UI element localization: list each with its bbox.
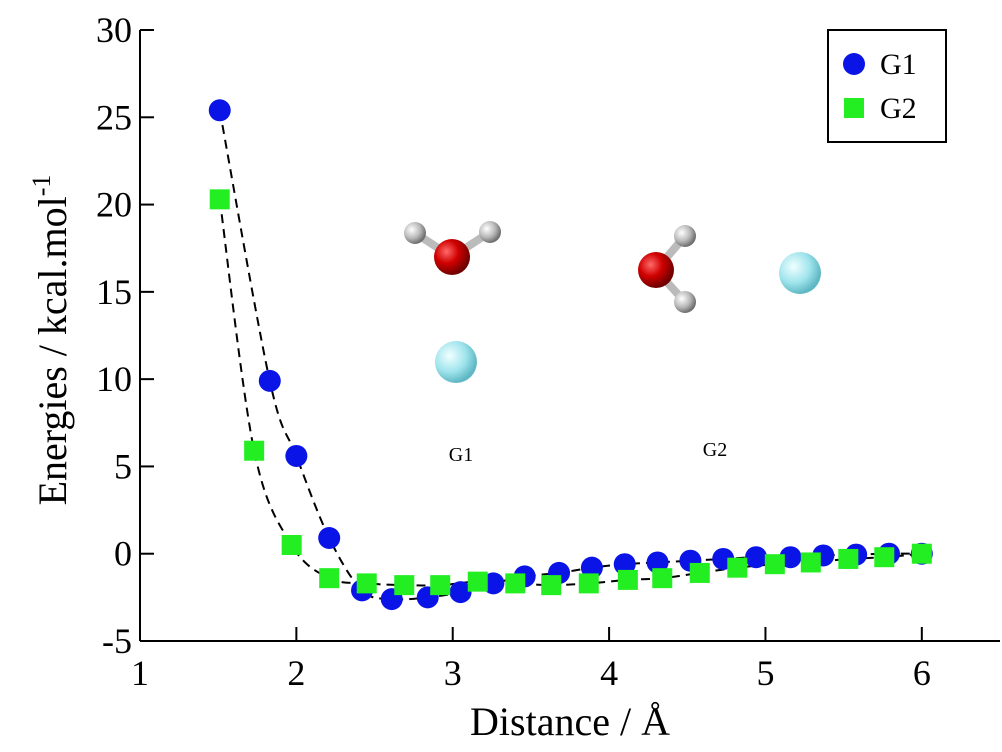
- x-tick-label: 6: [913, 653, 931, 693]
- legend-label: G1: [880, 48, 917, 81]
- data-point: [745, 546, 767, 568]
- data-point: [318, 527, 340, 549]
- annotation: G1: [449, 444, 473, 466]
- x-tick-label: 3: [444, 653, 462, 693]
- data-point: [319, 568, 339, 588]
- legend-box: [828, 30, 946, 142]
- data-point: [618, 570, 638, 590]
- data-point: [912, 544, 932, 564]
- data-point: [690, 563, 710, 583]
- data-point: [468, 572, 488, 592]
- chart: G1 G2 Distance / Å Energies / kcal.mol-1…: [0, 0, 1002, 747]
- data-point: [801, 552, 821, 572]
- legend-label: G2: [880, 92, 917, 125]
- x-tick-label: 5: [756, 653, 774, 693]
- x-tick-label: 4: [600, 653, 618, 693]
- data-point: [394, 575, 414, 595]
- y-tick-label: 0: [114, 534, 132, 574]
- data-point: [505, 573, 525, 593]
- molecule-g1: [404, 221, 501, 383]
- data-point: [259, 370, 281, 392]
- data-point: [285, 445, 307, 467]
- x-axis-title: Distance / Å: [470, 699, 670, 744]
- legend-marker: [843, 53, 865, 75]
- data-point: [727, 558, 747, 578]
- y-tick-label: 15: [96, 272, 132, 312]
- y-tick-label: 5: [114, 446, 132, 486]
- y-axis-title-text: Energies / kcal.mol: [30, 196, 75, 505]
- y-axis-title: Energies / kcal.mol-1: [27, 175, 75, 506]
- data-point: [652, 568, 672, 588]
- molecule-g2: [638, 225, 821, 313]
- y-tick-label: 25: [96, 97, 132, 137]
- data-point: [838, 549, 858, 569]
- y-tick-label: 20: [96, 185, 132, 225]
- x-tick-label: 1: [131, 653, 149, 693]
- x-tick-label: 2: [287, 653, 305, 693]
- data-point: [579, 573, 599, 593]
- data-point: [357, 573, 377, 593]
- data-point: [430, 575, 450, 595]
- annotation: G2: [703, 439, 727, 461]
- fit-line: [220, 199, 922, 585]
- data-point: [874, 547, 894, 567]
- data-point: [282, 535, 302, 555]
- fit-line: [220, 110, 922, 599]
- data-point: [210, 189, 230, 209]
- legend-marker: [844, 98, 864, 118]
- y-axis-title-superscript: -1: [27, 175, 56, 197]
- data-point: [541, 575, 561, 595]
- data-point: [765, 554, 785, 574]
- data-point: [209, 99, 231, 121]
- y-tick-label: -5: [102, 621, 132, 661]
- y-tick-label: 30: [96, 10, 132, 50]
- data-point: [244, 441, 264, 461]
- y-tick-label: 10: [96, 359, 132, 399]
